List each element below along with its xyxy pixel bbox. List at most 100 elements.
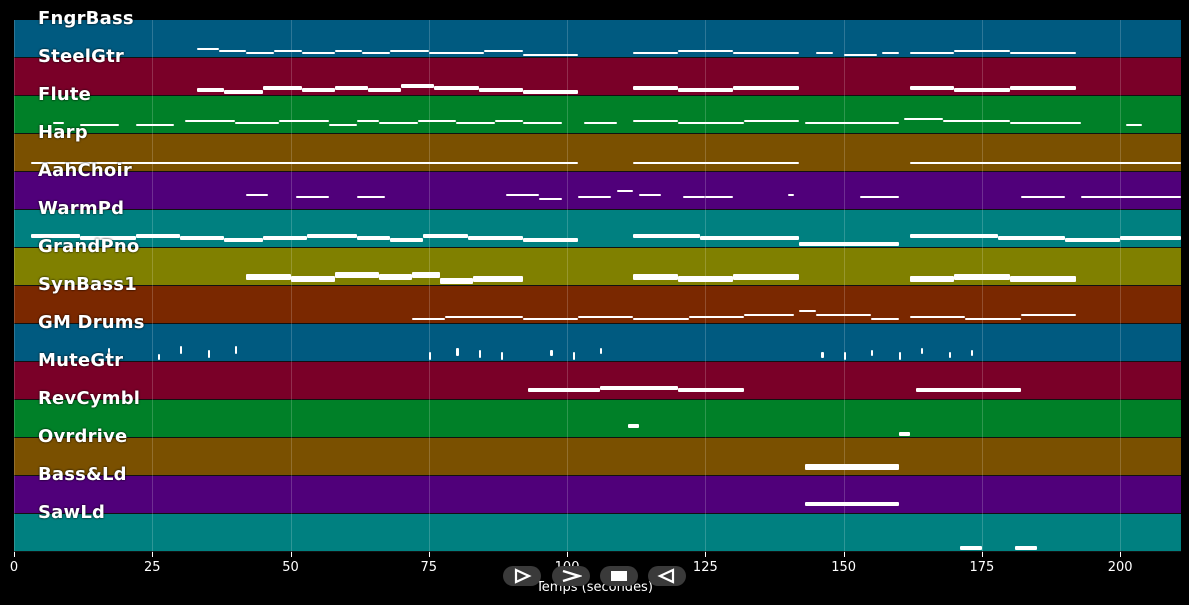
grid-line — [290, 20, 292, 552]
note-mark — [1125, 124, 1143, 126]
note-mark — [744, 120, 800, 122]
note-mark — [539, 198, 562, 200]
note-mark — [965, 318, 1021, 320]
x-tick-label: 50 — [282, 560, 299, 575]
track-label: MuteGtr — [38, 350, 124, 371]
x-tick-label: 175 — [969, 560, 995, 575]
grid-line — [567, 20, 569, 552]
note-mark — [362, 52, 391, 54]
play-button[interactable] — [503, 566, 541, 586]
note-mark — [379, 274, 413, 280]
prev-button[interactable] — [648, 566, 686, 586]
note-mark — [522, 238, 579, 242]
x-tick-mark — [1120, 552, 1122, 557]
note-mark — [108, 348, 111, 356]
note-mark — [1120, 236, 1181, 240]
note-mark — [445, 316, 523, 318]
track-lane — [14, 172, 1181, 210]
note-mark — [279, 120, 330, 122]
note-mark — [456, 122, 496, 124]
note-mark — [307, 234, 357, 238]
note-mark — [954, 50, 1010, 52]
note-mark — [1009, 52, 1076, 54]
x-tick-mark — [14, 552, 15, 557]
note-mark — [909, 162, 1181, 164]
next-button[interactable] — [552, 566, 590, 586]
note-mark — [909, 316, 966, 318]
note-mark — [301, 88, 335, 92]
note-mark — [677, 50, 733, 52]
note-mark — [207, 350, 210, 358]
note-mark — [860, 196, 899, 198]
track-label: FngrBass — [38, 8, 134, 29]
note-mark — [412, 318, 446, 320]
note-mark — [135, 124, 175, 126]
note-mark — [478, 88, 523, 92]
note-mark — [301, 52, 335, 54]
note-mark — [218, 50, 247, 52]
note-mark — [843, 54, 877, 56]
note-mark — [948, 352, 951, 358]
x-tick-label: 150 — [831, 560, 857, 575]
play-icon — [514, 568, 532, 584]
stop-button[interactable] — [600, 566, 638, 586]
note-mark — [898, 352, 902, 360]
note-mark — [633, 86, 678, 90]
note-mark — [821, 352, 824, 358]
note-mark — [30, 234, 81, 238]
note-mark — [356, 196, 385, 198]
note-mark — [578, 196, 612, 198]
note-mark — [688, 316, 745, 318]
note-mark — [616, 190, 634, 192]
note-mark — [500, 352, 503, 360]
note-mark — [80, 124, 120, 126]
note-mark — [334, 50, 363, 52]
note-mark — [804, 464, 899, 470]
note-mark — [943, 120, 1010, 122]
x-tick-mark — [152, 552, 154, 557]
note-mark — [296, 196, 330, 198]
track-lane — [14, 476, 1181, 514]
note-mark — [633, 162, 800, 164]
note-mark — [1015, 546, 1038, 550]
note-mark — [799, 242, 899, 246]
note-mark — [600, 348, 603, 354]
note-mark — [179, 236, 225, 240]
note-mark — [733, 274, 800, 280]
note-mark — [633, 318, 689, 320]
note-mark — [235, 346, 238, 354]
note-mark — [683, 196, 706, 198]
x-tick-label: 25 — [143, 560, 161, 575]
note-mark — [677, 388, 745, 392]
note-mark — [185, 120, 236, 122]
note-mark — [633, 120, 678, 122]
note-mark — [367, 88, 402, 92]
note-mark — [843, 352, 846, 360]
note-mark — [528, 388, 601, 392]
piano-roll-plot — [14, 20, 1181, 552]
note-mark — [334, 272, 380, 278]
next-icon — [562, 569, 582, 583]
note-mark — [456, 348, 459, 356]
note-mark — [572, 352, 575, 360]
note-mark — [633, 234, 700, 238]
track-lane — [14, 210, 1181, 248]
note-mark — [1020, 314, 1076, 316]
note-mark — [804, 122, 899, 124]
grid-line — [843, 20, 845, 552]
note-mark — [1064, 238, 1121, 242]
x-axis-label: Temps (secondes) — [536, 580, 653, 595]
note-mark — [677, 88, 733, 92]
note-mark — [954, 274, 1010, 280]
note-mark — [262, 86, 302, 90]
note-mark — [412, 272, 440, 278]
note-mark — [1020, 196, 1065, 198]
note-mark — [600, 386, 678, 390]
note-mark — [522, 54, 579, 56]
note-mark — [423, 234, 468, 238]
note-mark — [677, 122, 745, 124]
track-lane — [14, 438, 1181, 476]
note-mark — [1009, 276, 1076, 282]
track-lane — [14, 514, 1181, 552]
x-tick-mark — [428, 552, 430, 557]
